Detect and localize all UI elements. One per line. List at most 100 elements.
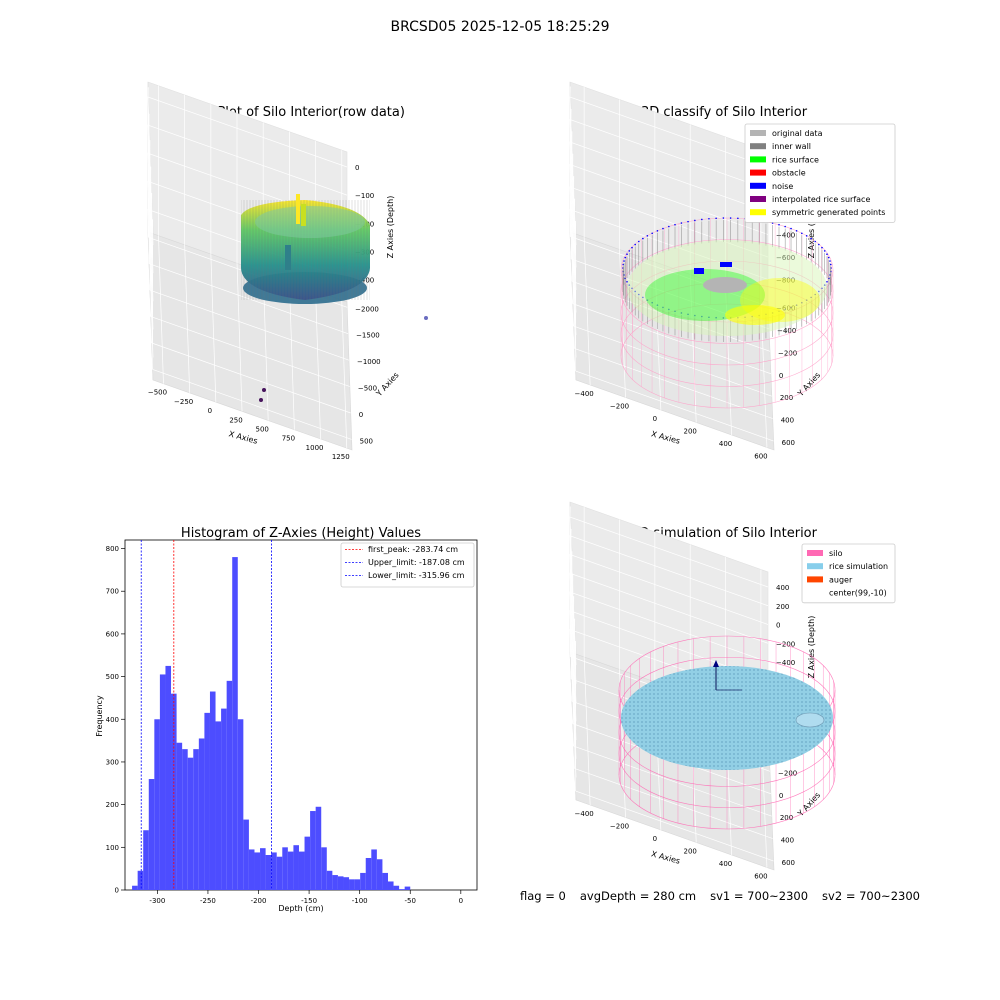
flag-value: flag = 0 bbox=[520, 889, 566, 903]
classify-grid-x bbox=[583, 236, 591, 386]
simulation-plot-title: 3D simulation of Silo Interior bbox=[631, 526, 818, 541]
classify-grid-y bbox=[574, 348, 773, 419]
raw-data-y-tick: −500 bbox=[358, 385, 377, 393]
histogram-bar bbox=[143, 830, 149, 890]
classify-legend-label: rice surface bbox=[772, 155, 819, 164]
classify-noise-point bbox=[823, 250, 826, 252]
simulation-z-tick: −400 bbox=[776, 659, 795, 667]
raw-data-outliers bbox=[259, 316, 428, 402]
classify-y-label: Y Axies bbox=[795, 371, 822, 399]
histogram-bar bbox=[382, 872, 388, 890]
simulation-y-tick: 200 bbox=[780, 814, 793, 822]
histogram-bar bbox=[215, 721, 222, 890]
histogram-reference-lines bbox=[140, 540, 272, 890]
raw-data-point-cloud bbox=[241, 194, 370, 304]
classify-legend-swatch bbox=[750, 209, 766, 216]
classify-noise-point bbox=[638, 240, 640, 243]
classify-noise-point bbox=[651, 232, 653, 235]
histogram-x-tick-label: 0 bbox=[459, 897, 463, 905]
avg-depth-value: avgDepth = 280 cm bbox=[579, 889, 697, 903]
raw-data-x-tick: 750 bbox=[282, 435, 295, 443]
classify-noise-point bbox=[626, 253, 628, 256]
histogram-bar bbox=[315, 806, 322, 890]
classify-noise-point bbox=[624, 256, 627, 259]
classify-legend-swatch bbox=[750, 169, 766, 176]
histogram-y-tick-label: 800 bbox=[106, 545, 119, 553]
histogram-y-tick-label: 400 bbox=[106, 716, 119, 724]
histogram-bar bbox=[171, 693, 177, 890]
classify-surface-points bbox=[627, 240, 827, 336]
histogram-bar bbox=[198, 738, 205, 890]
classify-noise-point bbox=[631, 246, 633, 249]
raw-data-plot-title: 3D Plot of Silo Interior(row data) bbox=[195, 105, 405, 120]
histogram-x-label: Depth (cm) bbox=[278, 904, 323, 913]
histogram-bar bbox=[182, 749, 188, 890]
simulation-grid-z bbox=[569, 553, 769, 703]
simulation-legend-label: silo bbox=[829, 549, 843, 558]
histogram-x-tick-label: -250 bbox=[200, 897, 216, 905]
raw-data-grid-x bbox=[315, 290, 321, 439]
histogram-bar bbox=[298, 851, 305, 890]
classify-x-tick: 200 bbox=[684, 428, 697, 436]
simulation-grid-z bbox=[569, 572, 769, 722]
histogram-y-tick-label: 500 bbox=[106, 673, 119, 681]
classify-noise-point bbox=[810, 237, 812, 240]
simulation-x-tick: −400 bbox=[575, 810, 594, 818]
histogram-bar bbox=[365, 857, 372, 890]
histogram-bar bbox=[137, 870, 144, 890]
classify-x-tick: 600 bbox=[754, 453, 767, 461]
raw-data-grid-x bbox=[236, 263, 243, 412]
classify-noise-point bbox=[801, 232, 803, 235]
classify-legend-swatch bbox=[750, 182, 766, 189]
classify-noise-point bbox=[826, 280, 828, 283]
histogram-x-tick-label: -50 bbox=[405, 897, 416, 905]
histogram-bar bbox=[221, 708, 227, 890]
classify-noise-point bbox=[829, 263, 832, 266]
histogram-bar bbox=[304, 836, 311, 890]
classify-y-tick: −400 bbox=[777, 327, 796, 335]
simulation-grid-y bbox=[574, 768, 773, 839]
classify-noise-point bbox=[626, 280, 628, 283]
classify-grid-z bbox=[569, 96, 769, 246]
classify-noise-point bbox=[795, 230, 798, 232]
classify-noise-point bbox=[646, 235, 649, 237]
simulation-x-tick: 400 bbox=[719, 860, 732, 868]
classify-legend-swatch bbox=[750, 130, 766, 136]
classify-y-tick: 400 bbox=[781, 417, 794, 425]
simulation-x-tick: 0 bbox=[653, 835, 657, 843]
raw-data-outlier-point bbox=[262, 388, 266, 392]
classify-y-tick: 200 bbox=[780, 394, 793, 402]
classify-noise-point bbox=[680, 222, 683, 224]
classify-legend-label: noise bbox=[772, 182, 793, 191]
histogram-bar bbox=[248, 849, 255, 890]
simulation-legend-frame bbox=[801, 543, 896, 604]
classify-noise-point bbox=[668, 225, 670, 228]
histogram-bar bbox=[193, 749, 199, 890]
classify-legend-label: obstacle bbox=[772, 169, 806, 178]
histogram-bar bbox=[176, 742, 183, 890]
simulation-legend-label: rice simulation bbox=[829, 562, 888, 571]
classify-grid-z bbox=[569, 141, 769, 291]
simulation-grid-z bbox=[569, 591, 769, 741]
classify-noise-point bbox=[715, 217, 717, 220]
classify-noise-point bbox=[805, 235, 808, 237]
histogram-bar bbox=[237, 719, 244, 890]
raw-data-outlier-point bbox=[259, 398, 263, 402]
classify-y-tick: 600 bbox=[782, 439, 795, 447]
simulation-x-label: X Axies bbox=[650, 849, 681, 865]
simulation-grid-x bbox=[583, 656, 591, 806]
simulation-z-label: Z Axies (Depth) bbox=[807, 616, 816, 679]
classify-noise-point bbox=[674, 223, 676, 226]
raw-data-x-label: X Axies bbox=[228, 429, 259, 445]
simulation-z-tick: 200 bbox=[776, 603, 789, 611]
histogram-bar bbox=[387, 881, 394, 890]
histogram-bar bbox=[209, 691, 216, 890]
classify-noise-point bbox=[784, 225, 786, 228]
histogram-bars bbox=[132, 557, 411, 890]
classify-3d-plot: 3D classify of Silo Interior −400 −200 0 20… bbox=[569, 81, 896, 461]
sv2-value: sv2 = 700~2300 bbox=[822, 889, 920, 903]
simulation-x-tick: −200 bbox=[610, 823, 629, 831]
histogram-x-tick-label: -200 bbox=[251, 897, 267, 905]
simulation-grid-y bbox=[575, 790, 774, 862]
classify-noise-point bbox=[829, 260, 831, 262]
